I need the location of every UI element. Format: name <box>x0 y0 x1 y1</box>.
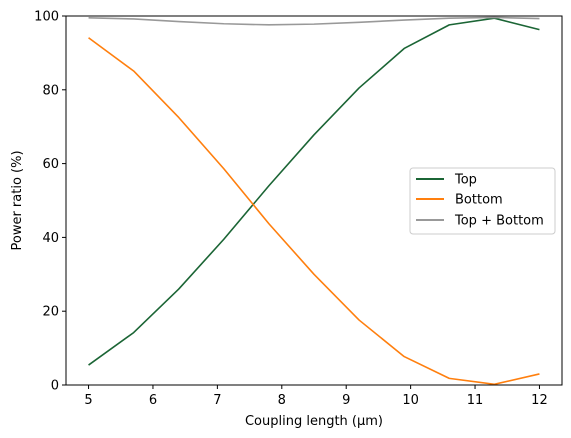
plot-frame <box>65 15 563 386</box>
y-axis-ticks: 0 20 40 60 80 100 <box>34 10 66 394</box>
x-tick-label: 7 <box>213 393 221 408</box>
plot-lines <box>88 16 540 385</box>
legend-label-bottom: Bottom <box>455 193 503 208</box>
series-line-top-plus-bottom <box>88 16 540 26</box>
x-tick-label: 11 <box>467 393 484 408</box>
x-axis-title: Coupling length (µm) <box>245 414 383 429</box>
legend-box <box>409 167 556 235</box>
x-tick-label: 12 <box>531 393 548 408</box>
y-tick-label: 60 <box>42 157 59 172</box>
legend: Top Bottom Top + Bottom <box>409 167 556 235</box>
x-axis-ticks: 5 6 7 8 9 10 11 12 <box>84 385 548 408</box>
x-tick-label: 9 <box>342 393 350 408</box>
y-tick-label: 20 <box>42 305 59 320</box>
x-tick-label: 10 <box>402 393 419 408</box>
x-tick-label: 6 <box>149 393 157 408</box>
x-tick-label: 8 <box>278 393 286 408</box>
series-line-top <box>88 17 540 366</box>
y-tick-label: 40 <box>42 231 59 246</box>
y-tick-label: 100 <box>34 10 59 25</box>
y-axis-title: Power ratio (%) <box>10 150 25 250</box>
y-tick-label: 80 <box>42 83 59 98</box>
series-line-bottom <box>88 37 540 385</box>
legend-label-top: Top <box>454 173 477 188</box>
y-tick-label: 0 <box>51 379 59 394</box>
legend-label-top-plus-bottom: Top + Bottom <box>454 214 544 229</box>
x-tick-label: 5 <box>84 393 92 408</box>
